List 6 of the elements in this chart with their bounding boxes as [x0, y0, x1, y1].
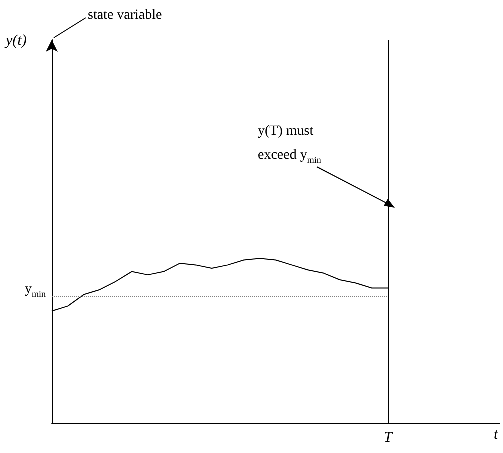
text: state variable — [88, 8, 162, 25]
text: T — [384, 430, 392, 446]
ref-line-label: y$_{min}$ — [25, 282, 46, 300]
text: y(t) — [6, 32, 27, 50]
x-axis-title: t — [494, 426, 498, 444]
text: y(T) must exceed y$_{min}$ — [258, 123, 322, 167]
